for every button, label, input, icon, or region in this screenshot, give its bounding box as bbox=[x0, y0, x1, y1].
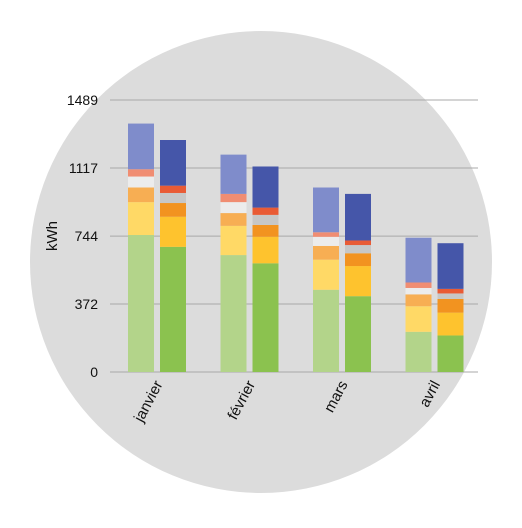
bar-segment-avril-dark-2 bbox=[437, 298, 464, 313]
bar-segment-janvier-dark-1 bbox=[160, 216, 186, 247]
bar-segment-février-dark-3 bbox=[252, 214, 279, 225]
y-tick-label: 372 bbox=[75, 296, 99, 312]
bar-segment-janvier-light-0 bbox=[128, 234, 154, 372]
bar-segment-avril-light-3 bbox=[405, 287, 432, 295]
bar-segment-avril-light-5 bbox=[405, 282, 432, 288]
bar-segment-mars-dark-6 bbox=[345, 193, 371, 241]
bar-segment-février-light-3 bbox=[220, 202, 247, 214]
bar-segment-avril-light-2 bbox=[405, 294, 432, 307]
bar-segment-mars-light-3 bbox=[313, 236, 339, 246]
bar-segment-avril-dark-0 bbox=[437, 335, 464, 372]
bar-segment-février-dark-1 bbox=[252, 236, 279, 264]
bar-segment-avril-dark-1 bbox=[437, 312, 464, 336]
bar-segment-avril-light-0 bbox=[405, 331, 432, 372]
bar-segment-avril-dark-3 bbox=[437, 293, 464, 299]
bar-segment-avril-light-1 bbox=[405, 306, 432, 332]
bar-segment-février-dark-2 bbox=[252, 224, 279, 237]
y-axis-tick-labels: 0 372 744 1117 1489 bbox=[67, 92, 98, 380]
bar-segment-février-dark-5 bbox=[252, 207, 279, 215]
y-tick-label: 0 bbox=[90, 364, 98, 380]
bar-segment-janvier-dark-2 bbox=[160, 203, 186, 217]
bar-segment-mars-dark-1 bbox=[345, 266, 371, 297]
bar-segment-février-dark-0 bbox=[252, 263, 279, 372]
bar-segment-janvier-light-1 bbox=[128, 202, 154, 235]
bar-segment-janvier-dark-0 bbox=[160, 246, 186, 372]
bar-segment-avril-light-6 bbox=[405, 237, 432, 283]
bar-segment-février-light-2 bbox=[220, 213, 247, 226]
bar-segment-février-light-0 bbox=[220, 255, 247, 372]
bar-segment-janvier-dark-6 bbox=[160, 140, 186, 186]
bar-segment-janvier-light-2 bbox=[128, 187, 154, 203]
bar-segment-mars-light-6 bbox=[313, 187, 339, 233]
bar-segment-janvier-light-5 bbox=[128, 169, 154, 177]
bar-segment-janvier-light-3 bbox=[128, 176, 154, 188]
bar-segment-février-dark-6 bbox=[252, 166, 279, 208]
y-tick-label: 1489 bbox=[67, 92, 98, 108]
bar-segment-mars-light-2 bbox=[313, 245, 339, 260]
bar-segment-mars-dark-0 bbox=[345, 296, 371, 372]
bar-segment-février-light-1 bbox=[220, 225, 247, 256]
bar-segment-janvier-dark-3 bbox=[160, 192, 186, 204]
bar-segment-avril-dark-5 bbox=[437, 288, 464, 294]
bar-segment-mars-light-1 bbox=[313, 259, 339, 290]
y-tick-label: 1117 bbox=[69, 160, 98, 176]
y-tick-label: 744 bbox=[75, 228, 99, 244]
bar-segment-mars-dark-3 bbox=[345, 245, 371, 254]
bar-segment-mars-dark-2 bbox=[345, 253, 371, 267]
bar-segment-janvier-dark-5 bbox=[160, 185, 186, 193]
bar-segment-mars-light-5 bbox=[313, 232, 339, 237]
bar-segment-janvier-light-6 bbox=[128, 123, 154, 170]
bars bbox=[128, 123, 464, 372]
bar-segment-février-light-5 bbox=[220, 193, 247, 203]
bar-segment-avril-dark-6 bbox=[437, 243, 464, 289]
y-axis-label: kWh bbox=[44, 221, 61, 251]
bar-segment-mars-light-0 bbox=[313, 289, 339, 372]
bar-segment-février-light-6 bbox=[220, 154, 247, 194]
bar-segment-mars-dark-5 bbox=[345, 240, 371, 246]
